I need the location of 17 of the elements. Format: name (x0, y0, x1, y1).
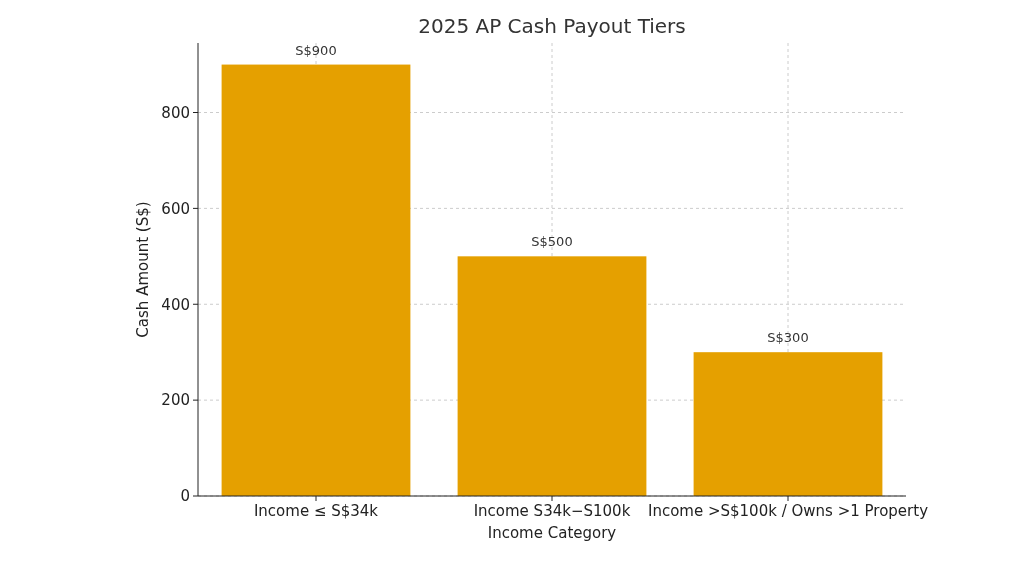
bar (693, 352, 883, 496)
y-tick-label: 200 (161, 391, 190, 410)
y-tick-label: 0 (180, 487, 190, 506)
y-axis-title: Cash Amount (S$) (134, 201, 152, 338)
x-tick-label: Income S34k−S100k (473, 502, 631, 520)
chart-title: 2025 AP Cash Payout Tiers (418, 14, 686, 38)
x-axis-title: Income Category (487, 524, 617, 542)
bar (221, 64, 411, 496)
y-tick-label: 800 (161, 103, 190, 122)
x-tick-label: Income >S$100k / Owns >1 Property (647, 502, 929, 520)
x-tick-label: Income ≤ S$34k (253, 502, 379, 520)
y-tick-label: 400 (161, 295, 190, 314)
y-tick-label: 600 (161, 199, 190, 218)
bar (457, 256, 647, 496)
data-label: S$900 (295, 42, 337, 58)
data-label: S$300 (767, 330, 809, 346)
data-label: S$500 (531, 234, 573, 250)
